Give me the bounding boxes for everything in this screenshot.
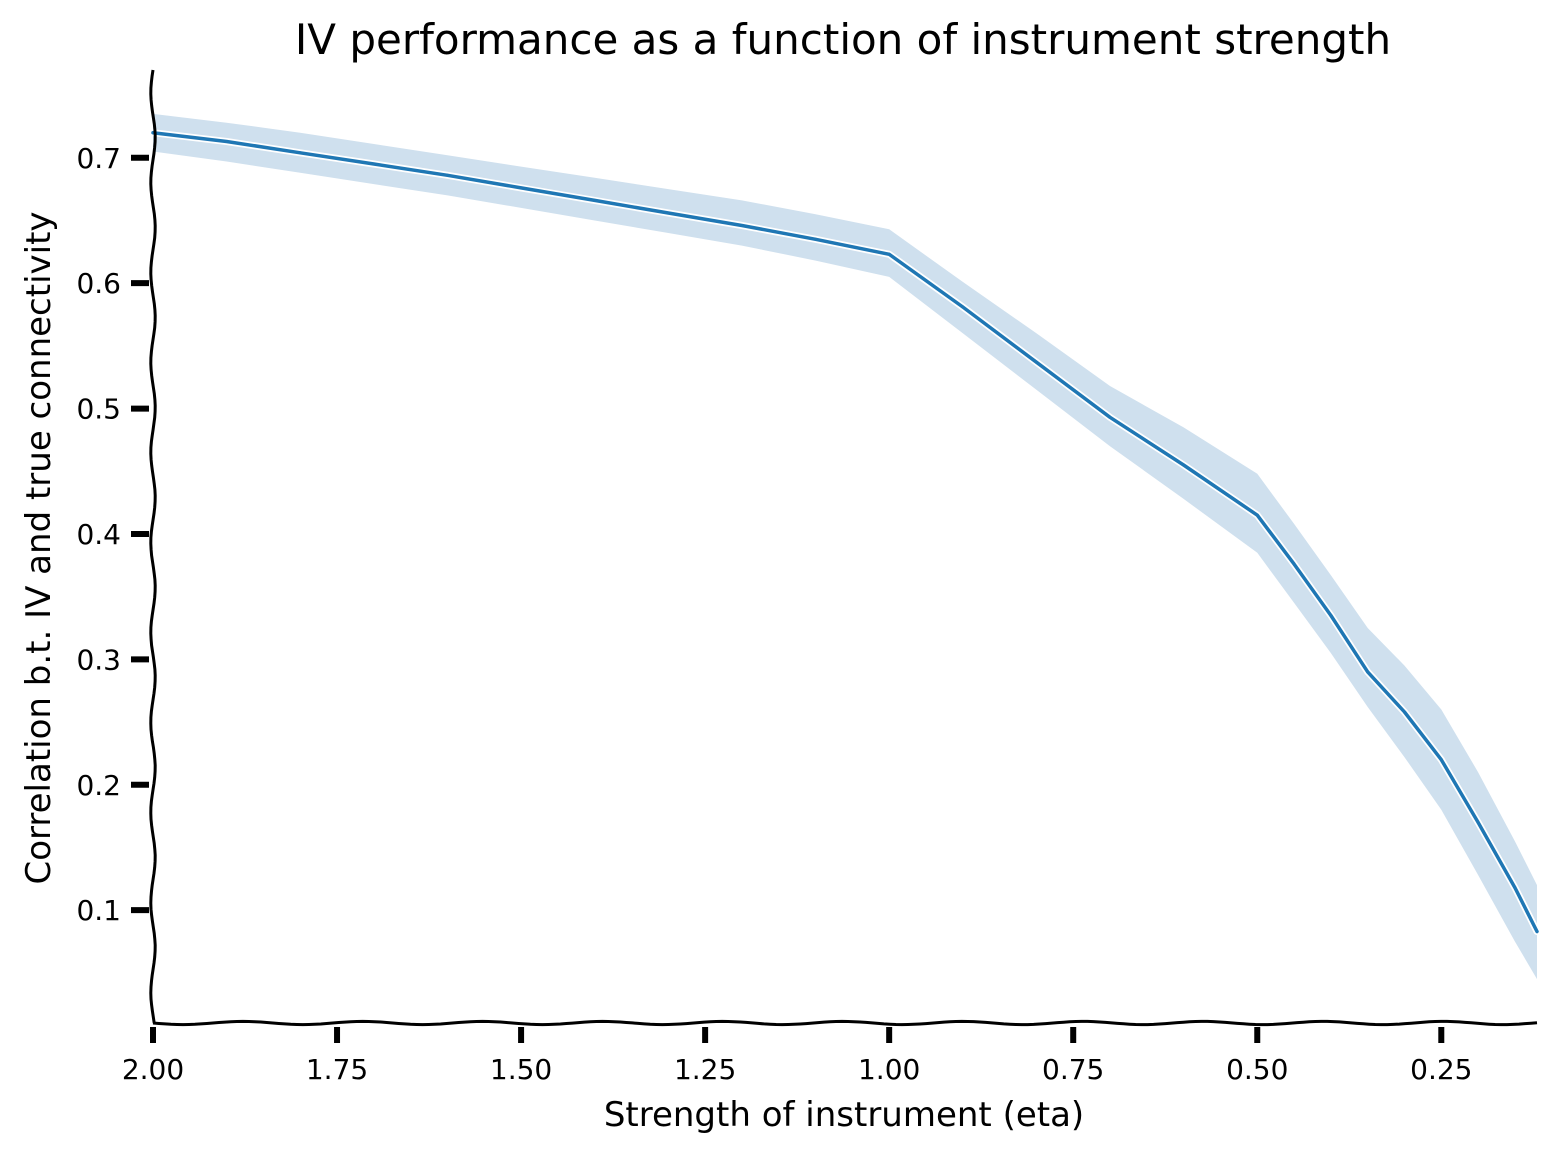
- x-tick-label: 1.75: [306, 1053, 368, 1086]
- y-tick-label: 0.1: [76, 894, 121, 927]
- data-point: [593, 198, 597, 202]
- x-tick-label: 1.25: [674, 1053, 736, 1086]
- data-point: [1292, 562, 1296, 566]
- x-tick-label: 0.75: [1042, 1053, 1104, 1086]
- data-point: [225, 140, 229, 143]
- plot-area: [149, 113, 1541, 980]
- x-tick-label: 2.00: [122, 1053, 184, 1086]
- data-point: [519, 186, 523, 190]
- data-point: [1108, 415, 1112, 419]
- x-tick-label: 1.50: [490, 1053, 552, 1086]
- data-point: [298, 151, 302, 155]
- y-tick-label: 0.7: [76, 142, 121, 175]
- x-axis-spine: [152, 1019, 1538, 1027]
- axes: [149, 69, 1538, 1027]
- data-point: [1513, 886, 1517, 890]
- data-point: [814, 237, 818, 241]
- x-axis-label: Strength of instrument (eta): [604, 1095, 1084, 1135]
- data-point: [1366, 670, 1370, 674]
- y-axis-ticks: 0.1 0.2 0.3 0.4 0.5 0.6 0.7: [76, 142, 149, 927]
- data-point: [1439, 758, 1443, 762]
- data-point: [1182, 463, 1186, 467]
- series-0-confidence-band: [153, 113, 1537, 980]
- y-tick-label: 0.4: [76, 518, 121, 551]
- y-tick-label: 0.3: [76, 643, 121, 676]
- data-point: [1255, 513, 1259, 517]
- data-point: [1476, 820, 1480, 824]
- y-axis-spine: [149, 69, 157, 1024]
- x-axis-ticks: 2.00 1.75 1.50 1.25 1.00 0.75 0.50 0.25: [122, 1027, 1472, 1086]
- y-tick-label: 0.5: [76, 393, 121, 426]
- data-point: [961, 305, 965, 309]
- x-tick-label: 0.25: [1410, 1053, 1472, 1086]
- data-point: [1034, 360, 1038, 364]
- data-point: [446, 173, 449, 177]
- y-axis-label: Correlation b.t. IV and true connectivit…: [19, 211, 59, 884]
- data-point: [887, 252, 891, 256]
- y-tick-label: 0.2: [76, 769, 121, 802]
- data-point: [372, 162, 376, 166]
- data-point: [1329, 614, 1333, 617]
- data-point: [666, 211, 670, 215]
- data-point: [1535, 930, 1539, 933]
- data-point: [1403, 710, 1406, 714]
- x-tick-label: 0.50: [1226, 1053, 1288, 1086]
- chart-title: IV performance as a function of instrume…: [295, 15, 1391, 64]
- series-0-line: [151, 130, 1539, 934]
- y-tick-label: 0.6: [76, 267, 121, 300]
- x-tick-label: 1.00: [858, 1053, 920, 1086]
- data-point: [740, 224, 744, 227]
